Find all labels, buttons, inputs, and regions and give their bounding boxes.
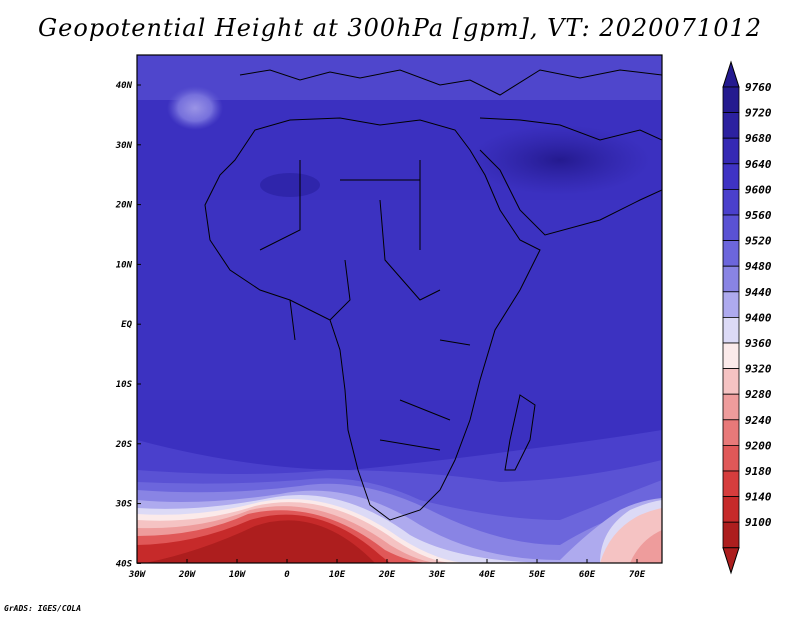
colorbar-swatch	[722, 419, 740, 446]
latitude-axis: 40N 30N 20N 10N EQ 10S 20S 30S 40S	[115, 81, 141, 569]
colorbar-label: 9280	[745, 388, 772, 401]
lat-tick-label: 10S	[116, 380, 133, 390]
colorbar-swatch	[722, 86, 740, 114]
lat-tick-label: 10N	[116, 260, 133, 270]
colorbar-label: 9480	[745, 260, 772, 273]
colorbar-label: 9520	[745, 235, 772, 248]
colorbar-label: 9320	[745, 363, 772, 376]
colorbar-label: 9680	[745, 132, 772, 145]
lon-tick-label: 0	[284, 570, 290, 580]
credit-text: GrADS: IGES/COLA	[4, 604, 82, 613]
colorbar-swatch	[722, 163, 740, 190]
colorbar-arrow-bottom	[722, 547, 740, 575]
lon-tick-label: 70E	[629, 570, 646, 580]
map-frame	[136, 54, 663, 564]
colorbar-swatch	[722, 496, 740, 523]
colorbar-swatch	[722, 265, 740, 293]
lon-tick-label: 20E	[378, 570, 396, 580]
colorbar-swatch	[722, 214, 740, 242]
colorbar-swatch	[722, 368, 740, 395]
lon-tick-label: 50E	[529, 570, 546, 580]
lat-tick-label: 30S	[115, 500, 133, 510]
colorbar-swatch	[722, 470, 740, 498]
colorbar-swatch	[722, 316, 740, 344]
height-field	[137, 55, 662, 563]
lon-tick-label: 60E	[579, 570, 596, 580]
lat-tick-label: 40N	[116, 81, 133, 91]
lat-tick-label: 20N	[115, 201, 133, 211]
lat-tick-label: 40S	[116, 559, 133, 569]
colorbar: 9760 9720 9680 9640 9600 9560 9520 9480 9440 9400…	[722, 60, 772, 575]
lon-tick-label: 10W	[229, 570, 247, 580]
colorbar-arrow-top	[722, 60, 740, 88]
colorbar-label: 9200	[745, 439, 772, 452]
colorbar-label: 9240	[745, 414, 772, 427]
colorbar-label: 9400	[745, 311, 772, 324]
colorbar-swatch	[722, 444, 740, 472]
colorbar-swatch	[722, 291, 740, 318]
lon-tick-label: 20W	[178, 570, 197, 580]
colorbar-swatch	[722, 188, 740, 216]
colorbar-swatch	[722, 112, 740, 139]
colorbar-label: 9100	[745, 516, 772, 529]
lat-tick-label: EQ	[121, 320, 132, 330]
lon-tick-label: 40E	[479, 570, 496, 580]
colorbar-label: 9560	[745, 209, 772, 222]
colorbar-label: 9360	[745, 337, 772, 350]
longitude-axis: 30W 20W 10W 0 10E 20E 30E 40E 50E 60E 70E	[128, 559, 646, 580]
lon-tick-label: 10E	[329, 570, 346, 580]
colorbar-label: 9720	[745, 107, 772, 120]
colorbar-label: 9180	[745, 465, 772, 478]
map-title: Geopotential Height at 300hPa [gpm], VT:…	[38, 14, 762, 42]
colorbar-swatch	[722, 240, 740, 267]
coastlines	[204, 69, 662, 521]
colorbar-swatch	[722, 393, 740, 421]
colorbar-label: 9140	[745, 491, 772, 504]
colorbar-label: 9440	[745, 286, 772, 299]
colorbar-label: 9760	[745, 81, 772, 94]
lon-tick-label: 30E	[428, 570, 446, 580]
colorbar-label: 9600	[745, 183, 772, 196]
colorbar-swatch	[722, 342, 740, 370]
colorbar-swatch	[722, 521, 740, 549]
colorbar-label: 9640	[745, 158, 772, 171]
lat-tick-label: 30N	[115, 141, 133, 151]
lon-tick-label: 30W	[128, 570, 147, 580]
colorbar-swatch	[722, 137, 740, 165]
lat-tick-label: 20S	[115, 440, 133, 450]
